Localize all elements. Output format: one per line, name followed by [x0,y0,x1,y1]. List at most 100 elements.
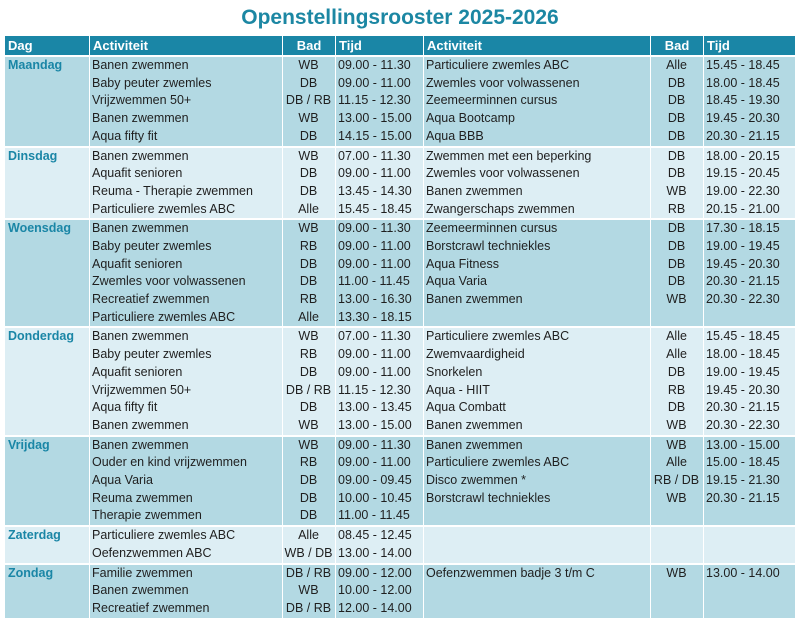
day-label: Donderdag [8,329,74,344]
activity-cell: Banen zwemmen [426,417,523,432]
time-cell: 19.45 - 20.30 [706,382,780,397]
header-tijd-2: Tijd [703,36,795,55]
time-cell: 07.00 - 11.30 [338,329,411,344]
bad-cell [650,309,703,327]
bad-cell: DB [667,111,686,126]
time-cell: 15.45 - 18.45 [706,58,780,72]
table-row: Banen zwemmen WB 07.00 - 11.30 Particuliere… [5,328,795,346]
time-cell: 09.00 - 09.45 [338,473,412,488]
time-cell: 20.15 - 21.00 [706,201,780,216]
column-divider [650,147,651,219]
time-cell: 20.30 - 21.15 [706,490,780,505]
column-divider [282,328,283,435]
bad-cell: RB / DB [653,473,700,488]
table-row: Banen zwemmen WB 07.00 - 11.30 Zwemmen met … [5,148,795,166]
table-row: Banen zwemmen WB 09.00 - 11.30 Zeemeerminne… [5,220,795,238]
time-cell: 20.30 - 21.15 [706,400,780,415]
column-divider [335,527,336,563]
activity-cell [423,600,650,618]
activity-cell: Zeemeerminnen cursus [426,93,558,108]
time-cell: 13.00 - 14.00 [338,545,412,560]
activity-cell: Baby peuter zwemles [92,238,212,253]
table-row: Therapie zwemmen DB 11.00 - 11.45 [5,507,795,525]
bad-cell: RB [299,238,318,253]
column-divider [282,564,283,618]
bad-cell: WB / DB [284,545,333,560]
time-cell [703,582,795,600]
activity-cell: Aqua - HIIT [426,382,490,397]
table-row: Baby peuter zwemles RB 09.00 - 11.00 Borstc… [5,238,795,256]
time-cell: 15.00 - 18.45 [706,455,780,470]
table-row: Reuma - Therapie zwemmen DB 13.45 - 14.30 B… [5,183,795,201]
column-divider [703,220,704,327]
column-divider [703,564,704,618]
time-cell: 19.00 - 19.45 [706,364,780,379]
bad-cell: DB [299,183,318,198]
table-row: Particuliere zwemles ABC Alle 13.30 - 18.1… [5,309,795,327]
column-divider [89,147,90,219]
activity-cell: Banen zwemmen [92,437,189,452]
day-label: Maandag [8,58,63,72]
column-divider [650,328,651,435]
table-row: Oefenzwemmen ABC WB / DB 13.00 - 14.00 [5,545,795,563]
time-cell: 14.15 - 15.00 [338,128,412,143]
day-label: Zaterdag [8,528,61,543]
bad-cell: WB [298,148,319,163]
time-cell: 13.00 - 15.00 [338,111,412,126]
activity-cell: Baby peuter zwemles [92,347,212,362]
time-cell: 10.00 - 12.00 [338,583,412,598]
activity-cell: Recreatief zwemmen [92,292,210,307]
column-divider [282,57,283,146]
bad-cell: Alle [298,528,319,543]
bad-cell: RB [299,455,318,470]
column-divider [89,564,90,618]
time-cell: 13.00 - 14.00 [706,565,780,580]
time-cell: 09.00 - 11.30 [338,221,411,236]
activity-cell: Borstcrawl techniekles [426,490,551,505]
activity-cell: Baby peuter zwemles [92,75,212,90]
activity-cell: Zwemvaardigheid [426,347,525,362]
activity-cell: Recreatief zwemmen [92,600,210,615]
time-cell: 07.00 - 11.30 [338,148,411,163]
activity-cell [423,545,650,563]
time-cell: 11.15 - 12.30 [338,93,411,108]
bad-cell [650,582,703,600]
activity-cell: Disco zwemmen * [426,473,527,488]
time-cell: 18.00 - 18.45 [706,347,780,362]
bad-cell: WB [298,583,319,598]
schedule-table: Dag Activiteit Bad Tijd Activiteit Bad T… [5,36,795,618]
time-cell [703,545,795,563]
activity-cell: Familie zwemmen [92,565,193,580]
activity-cell: Particuliere zwemles ABC [92,201,236,216]
bad-cell: DB / RB [285,382,332,397]
time-cell: 09.00 - 11.00 [338,238,411,253]
time-cell: 13.00 - 15.00 [338,417,412,432]
time-cell: 19.00 - 22.30 [706,183,780,198]
activity-cell: Banen zwemmen [92,221,189,236]
time-cell: 09.00 - 11.00 [338,364,411,379]
column-divider [423,527,424,563]
time-cell: 18.00 - 20.15 [706,148,780,163]
activity-cell: Aqua fifty fit [92,128,158,143]
time-cell: 17.30 - 18.15 [706,221,780,236]
activity-cell: Particuliere zwemles ABC [92,309,236,324]
day-label: Vrijdag [8,437,50,452]
header-bad-1: Bad [282,36,335,55]
time-cell: 15.45 - 18.45 [706,329,780,344]
activity-cell: Aqua Varia [426,274,487,289]
bad-cell [650,507,703,525]
time-cell: 19.45 - 20.30 [706,256,780,271]
time-cell: 13.00 - 16.30 [338,292,412,307]
day-block: Vrijdag Banen zwemmen WB 09.00 - 11.30 Banen… [5,434,795,526]
column-divider [650,436,651,526]
time-cell: 13.30 - 18.15 [338,309,412,324]
column-divider [703,57,704,146]
column-divider [335,220,336,327]
bad-cell: DB [299,128,318,143]
table-row: Zwemles voor volwassenen DB 11.00 - 11.45 A… [5,273,795,291]
bad-cell: Alle [666,455,687,470]
day-label: Zondag [8,565,54,580]
activity-cell: Aquafit senioren [92,256,183,271]
time-cell: 15.45 - 18.45 [338,201,412,216]
time-cell: 09.00 - 11.30 [338,58,411,72]
